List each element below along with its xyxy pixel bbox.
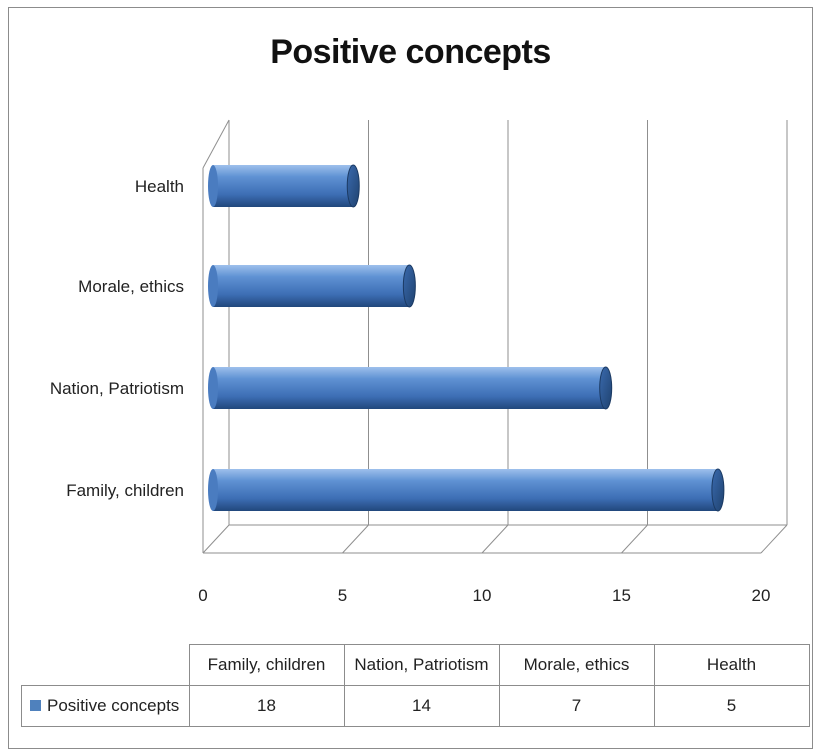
gridline-floor: [621, 524, 648, 554]
data-table-header: Morale, ethics: [498, 644, 655, 686]
legend-entry: Positive concepts: [21, 685, 190, 727]
x-tick-label: 5: [338, 586, 347, 605]
data-table-header: Health: [653, 644, 810, 686]
x-tick-label: 0: [198, 586, 207, 605]
y-tick-label: Morale, ethics: [78, 277, 184, 296]
bar-end-cap: [711, 468, 725, 512]
data-table-header: Nation, Patriotism: [343, 644, 500, 686]
x-tick-label: 15: [612, 586, 631, 605]
x-tick-label: 10: [473, 586, 492, 605]
bar-end-cap: [346, 164, 360, 208]
bar: [213, 265, 410, 307]
gridline-floor: [202, 524, 230, 554]
bar-end-cap: [402, 264, 416, 308]
data-table-corner: [21, 644, 190, 686]
x-tick-label: 20: [752, 586, 771, 605]
bar-start-cap: [208, 469, 218, 511]
data-table: Family, children Nation, Patriotism Mora…: [21, 644, 810, 727]
data-table-value: 14: [343, 685, 500, 727]
gridline-floor: [481, 524, 509, 554]
bar-start-cap: [208, 165, 218, 207]
data-table-value: 5: [653, 685, 810, 727]
bar-start-cap: [208, 265, 218, 307]
bar: [213, 165, 354, 207]
bar: [213, 367, 606, 409]
bar-start-cap: [208, 367, 218, 409]
y-tick-label: Health: [135, 177, 184, 196]
gridline-floor: [760, 524, 788, 554]
data-table-header: Family, children: [188, 644, 345, 686]
data-table-value: 7: [498, 685, 655, 727]
y-tick-label: Nation, Patriotism: [50, 379, 184, 398]
data-table-header-row: Family, children Nation, Patriotism Mora…: [21, 644, 810, 686]
bar-end-cap: [599, 366, 613, 410]
y-tick-label: Family, children: [66, 481, 184, 500]
chart-title: Positive concepts: [270, 33, 551, 71]
legend-swatch: [30, 700, 41, 712]
data-table-value: 18: [188, 685, 345, 727]
bar: [213, 469, 718, 511]
data-table-row: Positive concepts 18 14 7 5: [21, 685, 810, 727]
chart-plot: 0 5 10 15 20 Family, children Nation, Patrioti…: [50, 119, 788, 605]
legend-label: Positive concepts: [47, 696, 180, 715]
gridline-floor: [342, 524, 369, 554]
axis-wall-top: [202, 119, 230, 169]
